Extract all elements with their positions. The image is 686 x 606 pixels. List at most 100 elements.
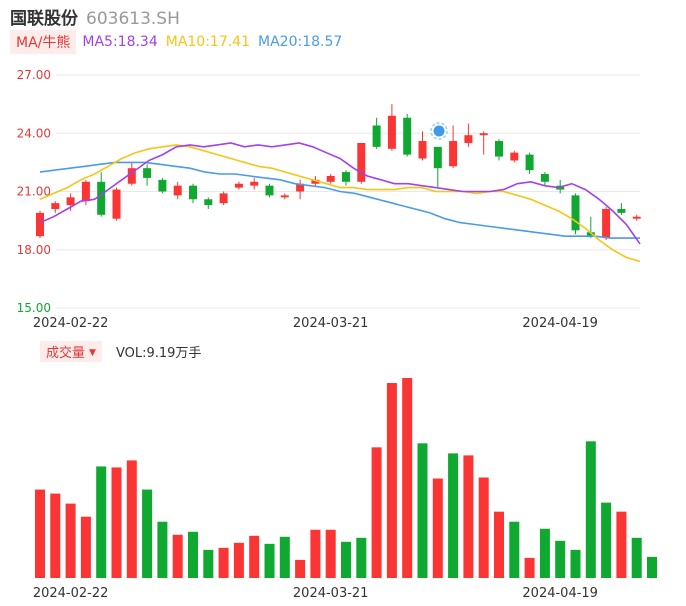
- volume-bar: [233, 542, 244, 578]
- volume-bar: [188, 531, 198, 578]
- candle-body: [464, 135, 473, 143]
- volume-bar: [616, 511, 627, 578]
- ma20-line: [39, 161, 640, 239]
- candle-body: [158, 179, 167, 192]
- candle-body: [326, 175, 335, 182]
- candle-body: [173, 185, 182, 196]
- stock-code: 603613.SH: [86, 9, 180, 29]
- volume-bar: [647, 556, 657, 578]
- ma5-line: [39, 142, 641, 245]
- ma10-line: [39, 144, 641, 263]
- candle-body: [418, 141, 427, 159]
- volume-bar: [570, 549, 581, 578]
- ma5-legend: MA5:18.34: [82, 34, 158, 50]
- volume-bar: [111, 467, 122, 578]
- ma10-legend: MA10:17.41: [165, 34, 251, 50]
- y-tick-label: 18.00: [17, 243, 51, 257]
- candle-body: [357, 142, 366, 182]
- volume-bar: [341, 541, 351, 578]
- volume-bar: [631, 537, 642, 578]
- candle-body: [66, 197, 75, 206]
- volume-bar: [295, 559, 306, 578]
- candle-body: [265, 185, 274, 196]
- volume-bar: [264, 543, 275, 578]
- volume-bar: [585, 441, 596, 578]
- volume-bar: [478, 477, 489, 578]
- volume-bar: [524, 557, 535, 578]
- volume-bar: [432, 478, 443, 578]
- candle-body: [372, 125, 381, 147]
- candle-body: [571, 195, 580, 231]
- volume-bar: [157, 521, 168, 578]
- volume-bar: [142, 489, 153, 578]
- volume-bar: [218, 547, 229, 578]
- candle-body: [479, 133, 488, 136]
- volume-bar: [172, 534, 183, 578]
- candle-body: [387, 115, 396, 149]
- volume-bar: [417, 443, 428, 578]
- volume-bar: [310, 529, 321, 578]
- price-grid: [56, 74, 640, 309]
- candle-body: [51, 203, 60, 209]
- candles: [36, 104, 641, 241]
- caret-down-icon: ▼: [89, 347, 96, 358]
- candle-body: [602, 208, 611, 239]
- candle-body: [36, 212, 44, 237]
- ma20-legend: MA20:18.57: [258, 34, 343, 50]
- volume-bar: [555, 540, 566, 578]
- x-tick-label: 2024-04-19: [522, 586, 598, 601]
- volume-bar: [371, 447, 382, 578]
- candle-body: [296, 183, 305, 192]
- candle-body: [234, 183, 243, 188]
- candle-body: [495, 141, 503, 157]
- candle-body: [189, 185, 197, 200]
- event-marker[interactable]: [430, 122, 448, 140]
- price-date-axis: 2024-02-22 2024-03-21 2024-04-19: [33, 316, 598, 331]
- volume-value: VOL:9.19万手: [115, 345, 202, 361]
- volume-bar: [65, 503, 76, 578]
- volume-tag-label: 成交量: [46, 345, 86, 361]
- candle-body: [586, 232, 595, 237]
- volume-bar: [50, 493, 61, 578]
- stock-name: 国联股份: [10, 9, 78, 29]
- volume-bar: [279, 536, 290, 578]
- volume-header: 成交量 ▼ VOL:9.19万手: [40, 340, 202, 362]
- info-icon: [433, 125, 445, 137]
- volume-bar: [96, 466, 107, 578]
- x-tick-label: 2024-04-19: [522, 316, 598, 331]
- x-tick-label: 2024-03-21: [293, 586, 369, 601]
- y-tick-label: 24.00: [17, 126, 51, 140]
- ma-lines: [39, 142, 641, 263]
- volume-bar: [539, 528, 550, 578]
- volume-bar: [126, 460, 137, 578]
- candle-body: [540, 174, 549, 182]
- volume-bar: [249, 535, 260, 578]
- volume-bar: [203, 549, 214, 578]
- candle-body: [219, 193, 228, 204]
- volume-bar: [601, 502, 612, 578]
- candle-body: [525, 154, 534, 171]
- volume-bar: [402, 378, 413, 578]
- candle-body: [617, 208, 626, 213]
- x-tick-label: 2024-02-22: [33, 586, 109, 601]
- candle-body: [250, 181, 259, 186]
- candle-body: [403, 117, 412, 155]
- candle-body: [143, 168, 152, 178]
- candle-body: [127, 168, 136, 184]
- volume-bar: [386, 383, 397, 578]
- volume-bar: [80, 516, 91, 578]
- candle-body: [449, 141, 458, 167]
- volume-bar: [509, 521, 520, 578]
- volume-indicator-dropdown[interactable]: 成交量 ▼: [40, 340, 102, 362]
- candle-body: [311, 179, 320, 184]
- volume-bar: [356, 537, 367, 578]
- candle-body: [204, 199, 213, 206]
- volume-bar: [448, 453, 459, 578]
- ma-legend: MA/牛熊 MA5:18.34 MA10:17.41 MA20:18.57: [10, 30, 350, 54]
- volume-date-axis: 2024-02-22 2024-03-21 2024-04-19: [33, 586, 598, 601]
- candle-body: [97, 181, 106, 215]
- candle-body: [280, 195, 289, 198]
- ma-toggle-button[interactable]: MA/牛熊: [10, 30, 77, 54]
- candle-body: [510, 152, 519, 161]
